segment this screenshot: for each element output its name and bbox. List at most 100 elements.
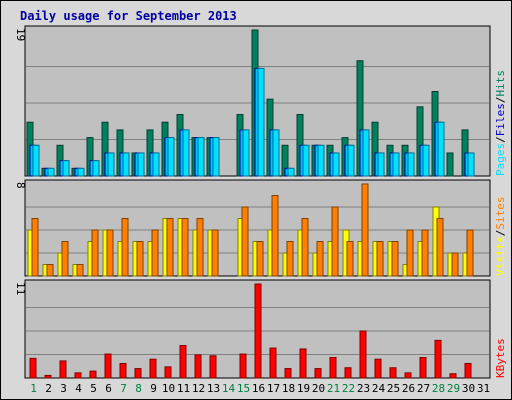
- bar-sites-day-15: [241, 206, 249, 277]
- bar-pages-day-3: [62, 160, 70, 177]
- legend-entry: Sites: [494, 197, 507, 230]
- bar-pages-day-30: [467, 152, 475, 177]
- x-tick-day-23: 23: [357, 382, 370, 395]
- bar-pages-day-7: [122, 152, 130, 177]
- bar-kbytes-day-3: [59, 360, 67, 379]
- legend-entry: /: [494, 230, 507, 237]
- x-tick-day-25: 25: [387, 382, 400, 395]
- x-tick-day-14: 14: [222, 382, 236, 395]
- bar-sites-day-24: [376, 241, 384, 277]
- bar-kbytes-day-12: [194, 354, 202, 379]
- bar-pages-day-26: [407, 152, 415, 177]
- bar-kbytes-day-11: [179, 345, 187, 379]
- bar-sites-day-5: [91, 229, 99, 277]
- bar-sites-day-18: [286, 241, 294, 277]
- legend-entry: /: [494, 136, 507, 143]
- bar-pages-day-6: [107, 152, 115, 177]
- bar-kbytes-day-28: [434, 339, 442, 379]
- x-tick-day-18: 18: [282, 382, 295, 395]
- x-tick-day-2: 2: [45, 382, 52, 395]
- bar-kbytes-day-7: [119, 362, 127, 379]
- legend-entry: KBytes: [494, 338, 507, 378]
- bar-sites-day-20: [316, 241, 324, 277]
- x-tick-day-12: 12: [192, 382, 205, 395]
- bar-sites-day-6: [106, 229, 114, 277]
- x-tick-day-17: 17: [267, 382, 280, 395]
- bar-pages-day-16: [257, 67, 265, 177]
- x-tick-day-10: 10: [162, 382, 175, 395]
- bar-pages-day-11: [182, 129, 190, 177]
- bar-pages-day-20: [317, 144, 325, 177]
- x-tick-day-26: 26: [402, 382, 415, 395]
- legend-entry: Visits: [494, 236, 507, 276]
- bar-sites-day-19: [301, 218, 309, 277]
- bar-kbytes-day-20: [314, 368, 322, 379]
- x-tick-day-30: 30: [462, 382, 475, 395]
- bar-kbytes-day-8: [134, 368, 142, 379]
- bar-pages-day-28: [437, 121, 445, 177]
- bar-sites-day-11: [181, 218, 189, 277]
- bar-kbytes-day-9: [149, 358, 157, 379]
- x-tick-day-15: 15: [237, 382, 250, 395]
- bar-sites-day-30: [466, 229, 474, 277]
- x-tick-day-27: 27: [417, 382, 430, 395]
- bar-sites-day-12: [196, 218, 204, 277]
- panel-visits_sites: 8 Visits/Sites: [14, 179, 507, 277]
- x-tick-day-7: 7: [120, 382, 127, 395]
- bar-sites-day-3: [61, 241, 69, 277]
- x-tick-day-13: 13: [207, 382, 220, 395]
- bar-kbytes-day-15: [239, 353, 247, 379]
- bar-sites-day-10: [166, 218, 174, 277]
- series-visits: [27, 206, 470, 277]
- chart-title: Daily usage for September 2013: [20, 9, 237, 23]
- x-tick-day-11: 11: [177, 382, 190, 395]
- bar-kbytes-day-25: [389, 367, 397, 379]
- bar-kbytes-day-30: [464, 362, 472, 379]
- bar-sites-day-21: [331, 206, 339, 277]
- x-tick-day-21: 21: [327, 382, 340, 395]
- legend-label: Visits/Sites: [494, 197, 507, 277]
- x-tick-day-22: 22: [342, 382, 355, 395]
- bar-sites-day-2: [46, 264, 54, 277]
- bar-pages-day-2: [47, 167, 55, 177]
- bar-pages-day-17: [272, 129, 280, 177]
- legend-entry: Files: [494, 103, 507, 136]
- x-tick-day-1: 1: [30, 382, 37, 395]
- bar-hits-day-29: [446, 152, 454, 177]
- x-tick-day-5: 5: [90, 382, 97, 395]
- bar-sites-day-17: [271, 195, 279, 277]
- x-tick-day-16: 16: [252, 382, 265, 395]
- x-axis-labels: 1 2 3 4 5 6 7 8 9 10 11 12 13 14 15 16 17 18 19 20 21 22 23 24 2…: [30, 382, 490, 395]
- x-tick-day-3: 3: [60, 382, 67, 395]
- bar-sites-day-29: [451, 252, 459, 277]
- bar-pages-day-15: [242, 129, 250, 177]
- bar-kbytes-day-10: [164, 366, 172, 379]
- bar-pages-day-13: [212, 137, 220, 177]
- bar-kbytes-day-16: [254, 283, 262, 379]
- bar-pages-day-9: [152, 152, 160, 177]
- bar-pages-day-4: [77, 167, 85, 177]
- bar-pages-day-18: [287, 167, 295, 177]
- x-tick-day-31: 31: [477, 382, 490, 395]
- panel-kbytes: 11 KBytes: [14, 279, 507, 379]
- x-tick-day-29: 29: [447, 382, 460, 395]
- series-pages: [32, 67, 475, 177]
- legend-entry: /: [494, 97, 507, 104]
- bar-pages-day-23: [362, 129, 370, 177]
- legend-entry: Pages: [494, 143, 507, 176]
- bar-sites-day-13: [211, 229, 219, 277]
- bar-sites-day-27: [421, 229, 429, 277]
- bar-sites-day-22: [346, 241, 354, 277]
- bar-pages-day-12: [197, 137, 205, 177]
- bar-sites-day-4: [76, 264, 84, 277]
- bar-sites-day-8: [136, 241, 144, 277]
- bar-sites-day-7: [121, 218, 129, 277]
- bar-kbytes-day-21: [329, 356, 337, 379]
- legend-label: Pages/Files/Hits: [494, 70, 507, 176]
- x-tick-day-19: 19: [297, 382, 310, 395]
- x-tick-day-20: 20: [312, 382, 325, 395]
- bar-kbytes-day-19: [299, 348, 307, 379]
- bar-pages-day-27: [422, 144, 430, 177]
